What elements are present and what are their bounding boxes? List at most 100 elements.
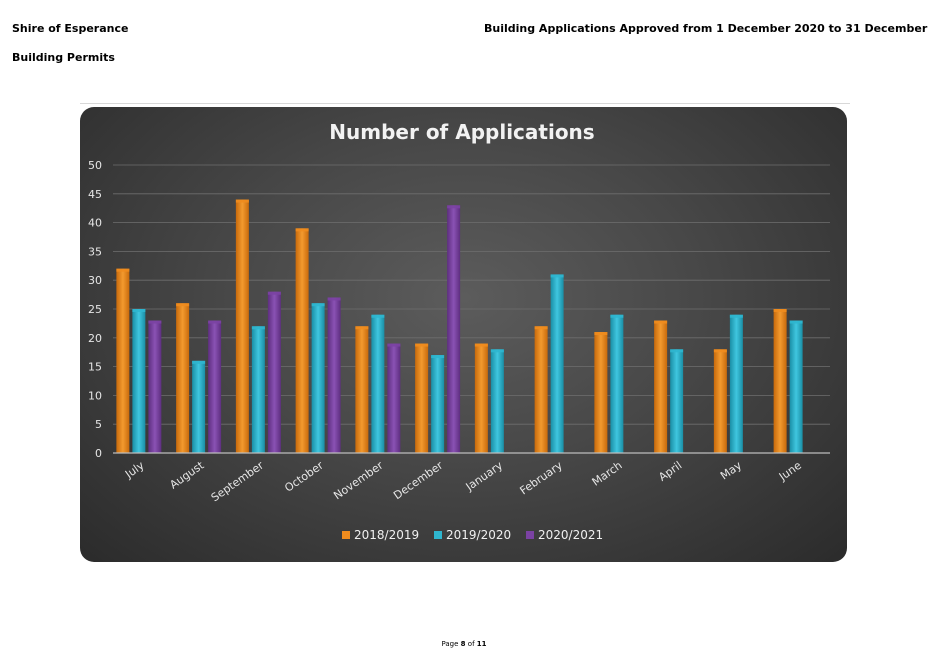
bar-2020-2021-august — [208, 320, 222, 453]
x-tick-label: June — [776, 459, 804, 484]
bar-chart: Number of Applications 0 5 10 15 20 25 30 35 40 4… — [88, 120, 830, 542]
x-tick-label: July — [122, 459, 147, 482]
bar-2018-2019-march — [594, 332, 608, 453]
page-number: 8 — [460, 640, 466, 648]
bar-cap — [311, 303, 325, 307]
bar-2018-2019-july — [116, 268, 130, 453]
bar-2019-2020-march — [610, 314, 624, 453]
bar-cap — [251, 326, 265, 330]
x-tick-label: April — [656, 459, 684, 484]
x-tick-label: December — [391, 459, 446, 503]
bar-2020-2021-november — [387, 343, 401, 453]
bar-cap — [355, 326, 369, 330]
bar-2018-2019-january — [474, 343, 488, 453]
bar-cap — [713, 349, 727, 353]
y-tick-label: 50 — [88, 159, 102, 172]
bar-cap — [192, 360, 206, 364]
y-tick-label: 25 — [88, 303, 102, 316]
bar-cap — [729, 314, 743, 318]
y-tick-label: 20 — [88, 332, 102, 345]
bar-cap — [474, 343, 488, 347]
bar-2020-2021-october — [327, 297, 341, 453]
bar-2019-2020-october — [311, 303, 325, 453]
bar-cap — [327, 297, 341, 301]
legend: 2018/2019 2019/2020 2020/2021 — [342, 528, 603, 542]
bar-2019-2020-august — [192, 360, 206, 453]
y-tick-label: 35 — [88, 245, 102, 258]
bars — [116, 199, 803, 453]
bar-2019-2020-june — [789, 320, 803, 453]
page-total: 11 — [476, 640, 487, 648]
bar-cap — [267, 291, 281, 295]
bar-cap — [415, 343, 429, 347]
x-tick-label: May — [718, 459, 744, 483]
y-tick-label: 40 — [88, 217, 102, 230]
gridlines — [113, 164, 830, 425]
bar-cap — [371, 314, 385, 318]
chart-title: Number of Applications — [329, 120, 594, 144]
x-tick-label: August — [167, 458, 207, 491]
x-tick-label: October — [282, 459, 326, 495]
bar-cap — [594, 332, 608, 336]
bar-2018-2019-june — [773, 309, 787, 453]
bar-2019-2020-december — [431, 355, 445, 453]
bar-cap — [132, 309, 146, 312]
bar-2019-2020-july — [132, 309, 146, 453]
x-tick-label: September — [209, 459, 267, 505]
y-tick-label: 45 — [88, 188, 102, 201]
x-tick-label: February — [517, 459, 565, 498]
bar-2019-2020-february — [550, 274, 564, 453]
x-axis: July August September October November Decemb… — [113, 452, 830, 505]
bar-cap — [610, 314, 624, 318]
of-label: of — [467, 640, 475, 648]
bar-2019-2020-september — [251, 326, 265, 453]
bar-cap — [654, 320, 668, 324]
bar-2018-2019-november — [355, 326, 369, 453]
bar-2018-2019-may — [713, 349, 727, 453]
chart-panel: Number of Applications 0 5 10 15 20 25 30 35 40 4… — [80, 107, 847, 562]
legend-swatch — [434, 531, 442, 539]
bar-2019-2020-january — [490, 349, 504, 453]
y-tick-label: 30 — [88, 274, 102, 287]
bar-2018-2019-september — [235, 199, 249, 453]
legend-label: 2019/2020 — [446, 528, 511, 542]
bar-cap — [447, 205, 461, 209]
legend-label: 2020/2021 — [538, 528, 603, 542]
x-tick-label: November — [331, 459, 386, 503]
bar-cap — [208, 320, 222, 324]
bar-2018-2019-december — [415, 343, 429, 453]
bar-cap — [789, 320, 803, 324]
bar-cap — [490, 349, 504, 353]
page-label: Page — [441, 640, 459, 648]
bar-cap — [295, 228, 309, 232]
y-tick-label: 10 — [88, 389, 102, 402]
bar-2018-2019-april — [654, 320, 668, 453]
x-tick-label: March — [590, 459, 625, 489]
bar-cap — [534, 326, 548, 330]
page-footer: Page 8 of 11 — [0, 640, 928, 648]
bar-2018-2019-august — [176, 303, 190, 453]
bar-cap — [773, 309, 787, 312]
x-tick-label: January — [463, 459, 506, 494]
legend-label: 2018/2019 — [354, 528, 419, 542]
bar-2019-2020-april — [670, 349, 684, 453]
bar-2018-2019-october — [295, 228, 309, 453]
bar-cap — [431, 355, 445, 359]
bar-cap — [550, 274, 564, 278]
bar-2019-2020-may — [729, 314, 743, 453]
y-axis: 0 5 10 15 20 25 30 35 40 45 50 — [88, 159, 102, 460]
bar-cap — [176, 303, 190, 307]
bar-2020-2021-december — [447, 205, 461, 453]
bar-cap — [148, 320, 162, 324]
divider — [80, 103, 850, 104]
bar-cap — [670, 349, 684, 353]
bar-cap — [387, 343, 401, 347]
bar-cap — [235, 199, 249, 203]
legend-swatch — [342, 531, 350, 539]
report-title: Building Applications Approved from 1 De… — [484, 22, 928, 35]
legend-swatch — [526, 531, 534, 539]
y-tick-label: 0 — [95, 447, 102, 460]
organization-name: Shire of Esperance — [12, 22, 129, 35]
y-tick-label: 15 — [88, 361, 102, 374]
bar-2018-2019-february — [534, 326, 548, 453]
